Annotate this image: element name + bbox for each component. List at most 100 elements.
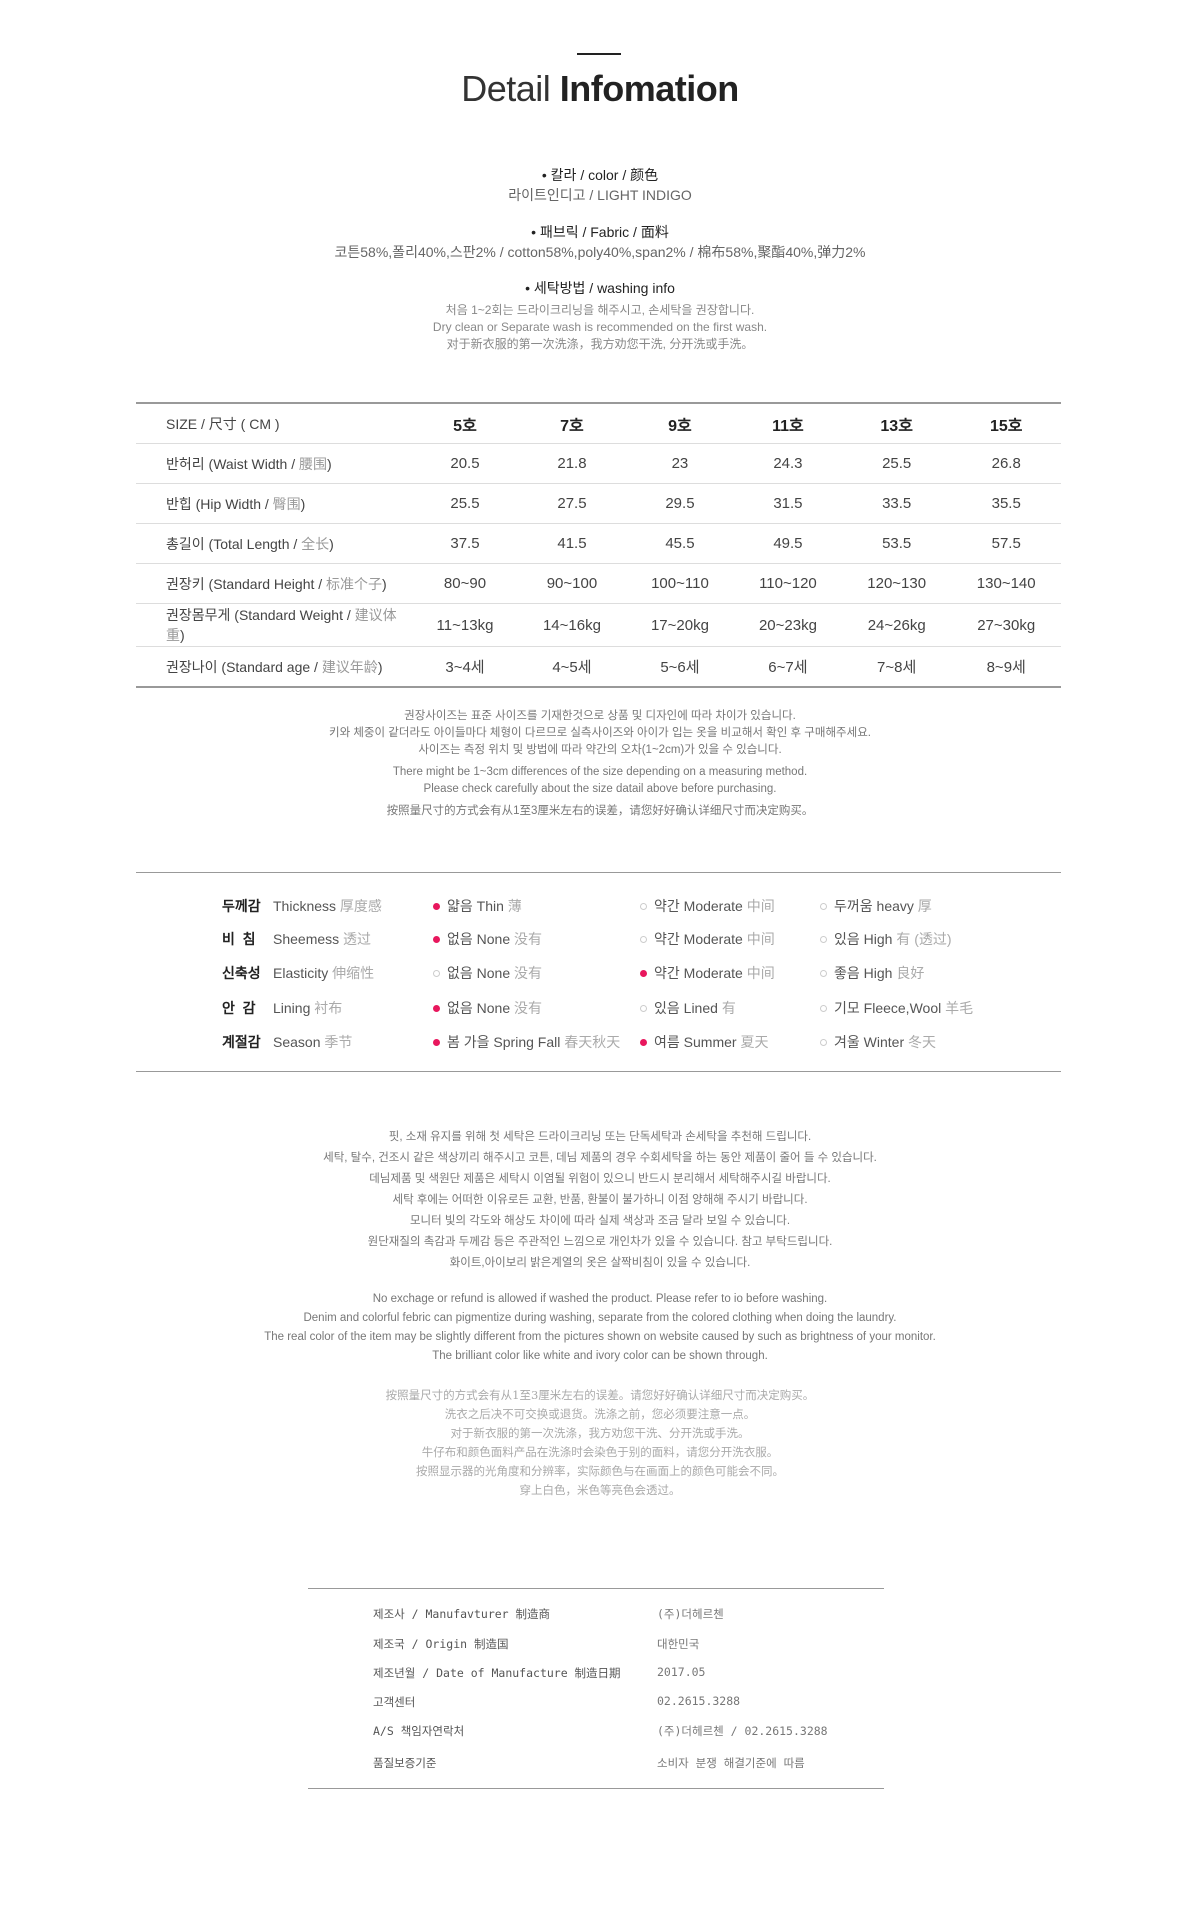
size-header: 5호 bbox=[412, 403, 518, 444]
unselected-dot-icon bbox=[433, 970, 440, 977]
manufacturer-row: 고객센터 02.2615.3288 bbox=[373, 1694, 893, 1712]
unselected-dot-icon bbox=[640, 1005, 647, 1012]
feature-option: 좋음 High 良好 bbox=[820, 963, 924, 983]
manufacturer-value: 소비자 분쟁 해결기준에 따름 bbox=[657, 1756, 805, 1770]
manufacturer-label: 제조사 / Manufavturer 制造商 bbox=[373, 1607, 551, 1621]
size-notes: 권장사이즈는 표준 사이즈를 기재한것으로 상품 및 디자인에 따라 차이가 있… bbox=[329, 710, 871, 817]
manufacturer-value: (주)더헤르첸 bbox=[657, 1607, 724, 1621]
size-cell: 49.5 bbox=[733, 523, 842, 564]
selected-dot-icon bbox=[640, 1039, 647, 1046]
feature-row: 계절감 Season 季节 봄 가을 Spring Fall 春天秋天 여름 Sum… bbox=[0, 1032, 1200, 1052]
page-title: Detail Infomation bbox=[461, 68, 739, 109]
size-cell: 24~26kg bbox=[841, 603, 952, 647]
size-cell: 120~130 bbox=[841, 563, 952, 604]
size-header: 15호 bbox=[951, 403, 1061, 444]
feature-row: 신축성 Elasticity 伸缩性 없음 None 没有 약간 Moderate … bbox=[0, 963, 1200, 983]
size-cell: 21.8 bbox=[517, 443, 626, 484]
title-divider bbox=[577, 53, 621, 55]
feature-key: 계절감 bbox=[222, 1034, 261, 1050]
size-cell: 90~100 bbox=[517, 563, 626, 604]
feature-option: 기모 Fleece,Wool 羊毛 bbox=[820, 998, 973, 1018]
size-cell: 57.5 bbox=[951, 523, 1061, 564]
size-cell: 4~5세 bbox=[552, 659, 592, 676]
size-row-label: 반허리 (Waist Width / 腰围) bbox=[136, 443, 412, 484]
unselected-dot-icon bbox=[820, 970, 827, 977]
size-cell: 100~110 bbox=[625, 563, 734, 604]
size-row: 반힙 (Hip Width / 臀围) 25.5 27.5 29.5 31.5 33.5 3… bbox=[136, 483, 1061, 524]
size-row: 총길이 (Total Length / 全长) 37.5 41.5 45.5 49.5 5… bbox=[136, 523, 1061, 564]
size-cell: 20.5 bbox=[412, 443, 518, 484]
fabric-value: 코튼58%,폴리40%,스판2% / cotton58%,poly40%,spa… bbox=[334, 244, 866, 260]
feature-label: Sheemess 透过 bbox=[273, 931, 372, 947]
size-table: SIZE / 尺寸 ( CM ) 5호 7호 9호 11호 13호 15호 반허리 (Wais… bbox=[136, 402, 1061, 688]
feature-option: 없음 None 没有 bbox=[433, 929, 542, 949]
unselected-dot-icon bbox=[640, 903, 647, 910]
manufacturer-label: 품질보증기준 bbox=[373, 1756, 437, 1770]
size-row: 권장나이 (Standard age / 建议年龄) 3~4세 4~5세 5~6세 6~… bbox=[136, 647, 1061, 688]
selected-dot-icon bbox=[640, 970, 647, 977]
washing-heading: • 세탁방법 / washing info bbox=[525, 280, 675, 296]
feature-option: 있음 High 有 (透过) bbox=[820, 929, 952, 949]
feature-key: 두께감 bbox=[222, 898, 261, 914]
size-cell: 53.5 bbox=[841, 523, 952, 564]
size-header-label: SIZE / 尺寸 ( CM ) bbox=[136, 403, 412, 444]
feature-row: 두께감 Thickness 厚度感 얇음 Thin 薄 약간 Moderate 中间… bbox=[0, 896, 1200, 916]
size-row-label: 권장키 (Standard Height / 标准个子) bbox=[136, 563, 412, 604]
size-cell: 110~120 bbox=[733, 563, 842, 604]
feature-row: 안 감 Lining 衬布 없음 None 没有 있음 Lined 有 기모 Flee… bbox=[0, 998, 1200, 1018]
size-row-label: 권장몸무게 (Standard Weight / 建议体重) bbox=[136, 603, 412, 647]
feature-row: 비 침 Sheemess 透过 없음 None 没有 약간 Moderate 中间 있… bbox=[0, 929, 1200, 949]
size-header: 9호 bbox=[625, 403, 734, 444]
size-cell: 24.3 bbox=[733, 443, 842, 484]
size-cell: 11~13kg bbox=[412, 603, 518, 647]
size-cell: 20~23kg bbox=[733, 603, 842, 647]
size-row-label: 총길이 (Total Length / 全长) bbox=[136, 523, 412, 564]
manufacturer-value: (주)더헤르첸 / 02.2615.3288 bbox=[657, 1724, 828, 1738]
feature-option: 있음 Lined 有 bbox=[640, 998, 736, 1018]
size-cell: 37.5 bbox=[412, 523, 518, 564]
features-bottom-divider bbox=[136, 1071, 1061, 1072]
size-cell: 25.5 bbox=[841, 443, 952, 484]
color-heading: • 칼라 / color / 颜色 bbox=[541, 167, 659, 183]
unselected-dot-icon bbox=[640, 936, 647, 943]
size-cell: 8~9세 bbox=[986, 659, 1026, 676]
feature-option: 약간 Moderate 中间 bbox=[640, 963, 775, 983]
size-header: 13호 bbox=[841, 403, 952, 444]
features-top-divider bbox=[136, 872, 1061, 873]
size-cell: 41.5 bbox=[517, 523, 626, 564]
selected-dot-icon bbox=[433, 903, 440, 910]
size-cell: 6~7세 bbox=[768, 659, 808, 676]
size-cell: 5~6세 bbox=[660, 659, 700, 676]
color-value: 라이트인디고 / LIGHT INDIGO bbox=[508, 187, 692, 203]
feature-option: 여름 Summer 夏天 bbox=[640, 1032, 768, 1052]
size-cell: 25.5 bbox=[412, 483, 518, 524]
feature-option: 없음 None 没有 bbox=[433, 998, 542, 1018]
manufacturer-row: 품질보증기준 소비자 분쟁 해결기준에 따름 bbox=[373, 1755, 893, 1773]
manufacturer-value: 대한민국 bbox=[657, 1637, 700, 1651]
selected-dot-icon bbox=[433, 1039, 440, 1046]
manufacturer-label: 제조국 / Origin 制造国 bbox=[373, 1637, 509, 1651]
feature-key: 신축성 bbox=[222, 965, 261, 981]
feature-label: Thickness 厚度感 bbox=[273, 898, 382, 914]
feature-option: 약간 Moderate 中间 bbox=[640, 929, 775, 949]
size-cell: 3~4세 bbox=[445, 659, 485, 676]
size-cell: 130~140 bbox=[951, 563, 1061, 604]
size-cell: 33.5 bbox=[841, 483, 952, 524]
manufacturer-label: 제조년월 / Date of Manufacture 制造日期 bbox=[373, 1666, 621, 1680]
feature-option: 없음 None 没有 bbox=[433, 963, 542, 983]
manufacturer-value: 02.2615.3288 bbox=[657, 1694, 741, 1708]
size-cell: 27~30kg bbox=[951, 603, 1061, 647]
manufacturer-row: A/S 책임자연락처 (주)더헤르첸 / 02.2615.3288 bbox=[373, 1723, 893, 1741]
size-cell: 45.5 bbox=[625, 523, 734, 564]
care-notes-ko: 핏, 소재 유지를 위해 첫 세탁은 드라이크리닝 또는 단독세탁과 손세탁을 … bbox=[323, 1131, 877, 1269]
size-row: 반허리 (Waist Width / 腰围) 20.5 21.8 23 24.3 25.5… bbox=[136, 443, 1061, 484]
size-cell: 29.5 bbox=[625, 483, 734, 524]
manufacturer-bottom-divider bbox=[308, 1788, 884, 1789]
manufacturer-row: 제조년월 / Date of Manufacture 制造日期 2017.05 bbox=[373, 1665, 893, 1683]
manufacturer-top-divider bbox=[308, 1588, 884, 1589]
manufacturer-row: 제조사 / Manufavturer 制造商 (주)더헤르첸 bbox=[373, 1606, 893, 1624]
size-row: 권장키 (Standard Height / 标准个子) 80~90 90~100 1… bbox=[136, 563, 1061, 604]
size-cell: 7~8세 bbox=[877, 659, 917, 676]
selected-dot-icon bbox=[433, 936, 440, 943]
size-cell: 26.8 bbox=[951, 443, 1061, 484]
